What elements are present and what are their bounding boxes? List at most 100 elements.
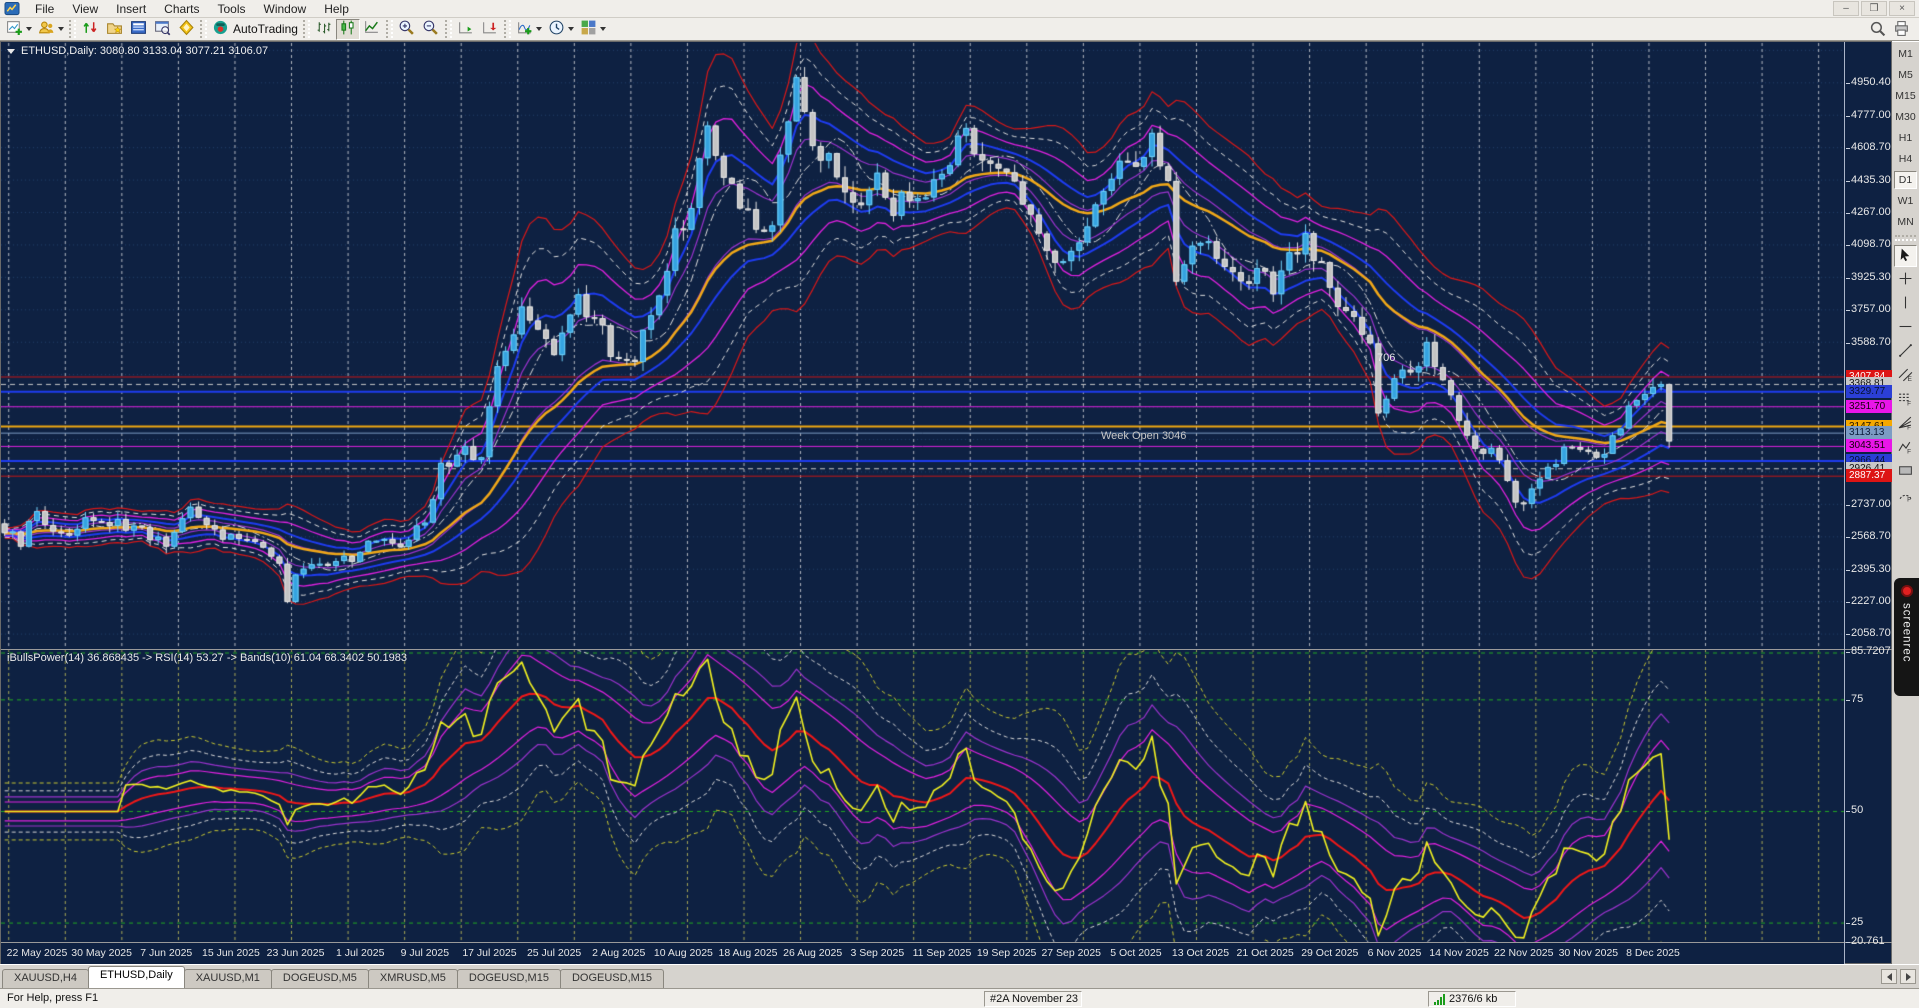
zoom-in-button[interactable] <box>395 19 419 40</box>
chevron-down-icon <box>567 27 574 31</box>
menu-charts[interactable]: Charts <box>164 1 200 16</box>
market-watch-button[interactable] <box>78 19 102 40</box>
fibo-arcs-tool-button[interactable]: F <box>1894 485 1917 507</box>
time-axis-label: 30 Nov 2025 <box>1558 947 1619 959</box>
collapse-icon[interactable] <box>7 48 15 54</box>
periods-icon <box>548 19 565 39</box>
templates-button[interactable] <box>577 19 609 40</box>
price-axis-label: 3925.30 <box>1846 271 1891 284</box>
timeframe-w1-button[interactable]: W1 <box>1897 195 1914 207</box>
search-icon <box>1869 20 1886 40</box>
search-button[interactable] <box>1865 19 1889 40</box>
menu-view[interactable]: View <box>72 1 99 16</box>
indicators-button[interactable] <box>513 19 545 40</box>
price-axis-label: 4098.70 <box>1846 238 1891 251</box>
toolbar-drag-handle[interactable] <box>1895 235 1916 241</box>
menu-help[interactable]: Help <box>324 1 349 16</box>
maximize-button[interactable]: ❒ <box>1861 1 1887 16</box>
strategy-tester-button[interactable] <box>150 19 174 40</box>
zoom-out-button[interactable] <box>419 19 443 40</box>
new-chart-button[interactable] <box>3 19 35 40</box>
navigator-icon <box>106 19 123 39</box>
chart-plot[interactable] <box>1 42 1844 965</box>
terminal-icon <box>130 19 147 39</box>
trendline-tool-button[interactable] <box>1894 341 1917 363</box>
price-tag: 3113.13 <box>1846 426 1893 440</box>
timeframe-m5-button[interactable]: M5 <box>1898 69 1913 81</box>
templates-icon <box>580 19 597 39</box>
tab-scroll-arrows <box>1881 969 1916 984</box>
time-axis-label: 25 Jul 2025 <box>526 947 582 959</box>
timeframe-m1-button[interactable]: M1 <box>1898 48 1913 60</box>
timeframe-m30-button[interactable]: M30 <box>1895 111 1916 123</box>
cursor-tool-button[interactable] <box>1894 245 1917 267</box>
menu-bar: File View Insert Charts Tools Window Help – ❒ × <box>0 0 1919 18</box>
metaeditor-button[interactable] <box>174 19 198 40</box>
chart-window: ETHUSD,Daily: 3080.80 3133.04 3077.21 31… <box>0 41 1893 965</box>
crosshair-tool-button[interactable] <box>1894 269 1917 291</box>
toolbar-separator <box>200 20 207 38</box>
chart-tab[interactable]: XAUUSD,H4 <box>2 969 89 988</box>
right-toolbar: M1 M5 M15 M30 H1 H4 D1 W1 MN E F F F F screenrec <box>1892 41 1919 964</box>
menu-window[interactable]: Window <box>263 1 307 16</box>
zoom-in-icon <box>398 19 415 39</box>
timeframe-h1-button[interactable]: H1 <box>1898 132 1913 144</box>
order-count-label: 706 <box>1377 352 1396 364</box>
timeframe-h4-button[interactable]: H4 <box>1898 153 1913 165</box>
price-axis-label: 4435.30 <box>1846 174 1891 187</box>
zoom-out-icon <box>422 19 439 39</box>
panel-separator[interactable] <box>1 649 1893 650</box>
trendline-icon <box>1898 343 1913 361</box>
chevron-down-icon <box>535 27 542 31</box>
close-button[interactable]: × <box>1889 1 1915 16</box>
menu-tools[interactable]: Tools <box>217 1 246 16</box>
screenrec-widget[interactable]: screenrec <box>1894 578 1919 696</box>
toolbar-separator <box>444 20 452 38</box>
tab-scroll-right-button[interactable] <box>1900 969 1916 984</box>
candlestick-type-button[interactable] <box>335 18 360 40</box>
chart-tab[interactable]: DOGEUSD,M15 <box>456 969 561 988</box>
timeframe-m15-button[interactable]: M15 <box>1895 90 1916 102</box>
fibo-retracement-tool-button[interactable]: F <box>1894 389 1917 411</box>
toolbar-separator <box>69 20 76 38</box>
time-axis-label: 21 Oct 2025 <box>1236 947 1294 959</box>
panel-separator[interactable] <box>1 942 1893 943</box>
auto-scroll-button[interactable] <box>454 19 478 40</box>
chart-tab[interactable]: ETHUSD,Daily <box>87 966 185 988</box>
line-chart-type-button[interactable] <box>360 19 384 40</box>
periods-button[interactable] <box>545 19 577 40</box>
fibo-expansion-tool-button[interactable]: F <box>1894 437 1917 459</box>
time-axis-label: 29 Oct 2025 <box>1301 947 1359 959</box>
rectangle-icon <box>1898 463 1913 481</box>
chart-tab[interactable]: DOGEUSD,M5 <box>270 969 369 988</box>
time-axis-label: 27 Sep 2025 <box>1041 947 1102 959</box>
vertical-line-tool-button[interactable] <box>1894 293 1917 315</box>
chart-tab[interactable]: DOGEUSD,M15 <box>559 969 665 988</box>
price-tag: 3043.51 <box>1846 439 1893 453</box>
svg-text:F: F <box>1907 424 1911 430</box>
autotrading-button[interactable]: AutoTrading <box>209 19 301 40</box>
indicator-axis-label: 20.761 <box>1846 935 1885 947</box>
menu-file[interactable]: File <box>35 1 55 16</box>
chart-tab[interactable]: XAUUSD,M1 <box>183 969 272 988</box>
menu-insert[interactable]: Insert <box>116 1 147 16</box>
bar-chart-type-button[interactable] <box>312 19 336 40</box>
profiles-button[interactable] <box>35 19 67 40</box>
toolbar-groups: AutoTrading <box>3 18 609 40</box>
navigator-button[interactable] <box>102 19 126 40</box>
timeframe-mn-button[interactable]: MN <box>1897 216 1914 228</box>
timeframe-d1-button[interactable]: D1 <box>1894 171 1917 189</box>
tab-scroll-left-button[interactable] <box>1881 969 1897 984</box>
horizontal-line-tool-button[interactable] <box>1894 317 1917 339</box>
terminal-button[interactable] <box>126 19 150 40</box>
svg-text:F: F <box>1907 496 1911 502</box>
print-button[interactable] <box>1889 19 1913 40</box>
minimize-button[interactable]: – <box>1833 1 1859 16</box>
rectangle-tool-button[interactable] <box>1894 461 1917 483</box>
record-icon <box>1900 585 1913 597</box>
equidistant-channel-tool-button[interactable]: E <box>1894 365 1917 387</box>
chart-shift-button[interactable] <box>478 19 502 40</box>
chart-tab[interactable]: XMRUSD,M5 <box>367 969 458 988</box>
fibo-fan-tool-button[interactable]: F <box>1894 413 1917 435</box>
drawing-tools: E F F F F <box>1892 245 1919 507</box>
